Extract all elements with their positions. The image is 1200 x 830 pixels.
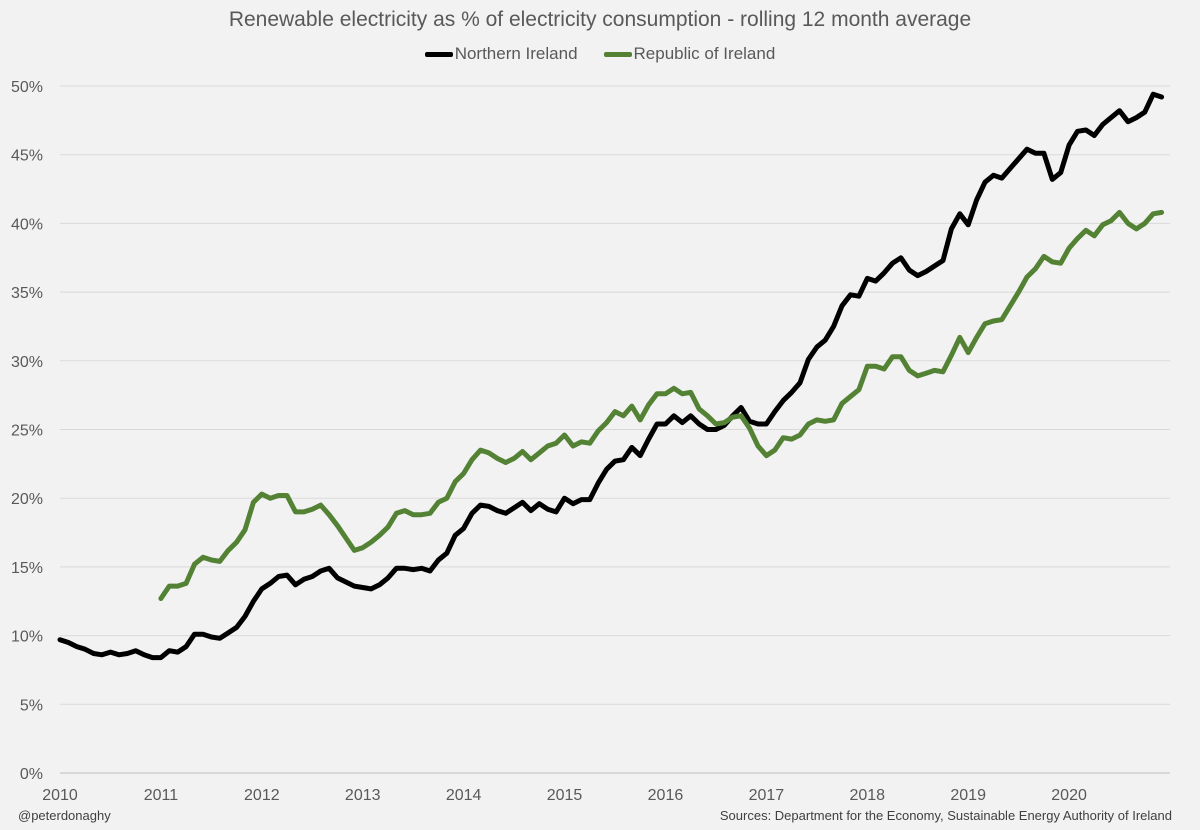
y-tick-label: 5%: [20, 697, 43, 714]
y-tick-label: 40%: [11, 216, 43, 233]
chart-title: Renewable electricity as % of electricit…: [228, 8, 972, 31]
series-line-republic-of-ireland[interactable]: [158, 209, 1165, 601]
x-tick-label: 2014: [446, 787, 482, 804]
author-credit: @peterdonaghy: [18, 808, 111, 823]
y-tick-label: 15%: [11, 560, 43, 577]
x-tick-label: 2013: [345, 787, 381, 804]
x-tick-label: 2020: [1051, 787, 1087, 804]
legend-entry-republic-of-ireland[interactable]: Republic of Ireland: [603, 44, 776, 64]
y-axis-tick-labels: 0% 5% 10% 15% 20% 25% 30% 35% 40% 45% 50%: [11, 79, 43, 783]
y-tick-label: 50%: [11, 79, 43, 96]
y-tick-label: 30%: [11, 354, 43, 371]
y-tick-label: 0%: [20, 766, 43, 783]
x-tick-label: 2015: [547, 787, 583, 804]
legend-swatch-northern-ireland: [424, 51, 453, 57]
legend-label-republic-of-ireland: Republic of Ireland: [633, 44, 776, 63]
gridlines: [60, 85, 1170, 774]
series-lines: [57, 91, 1165, 661]
x-tick-label: 2018: [849, 787, 885, 804]
y-tick-label: 35%: [11, 285, 43, 302]
legend-label-northern-ireland: Northern Ireland: [454, 44, 578, 63]
x-axis-tick-labels: 2010 2011 2012 2013 2014 2015 2016 2017 2018 2019…: [42, 787, 1087, 804]
y-tick-label: 45%: [11, 148, 43, 165]
sources-note: Sources: Department for the Economy, Sus…: [719, 808, 1172, 823]
x-tick-label: 2017: [749, 787, 785, 804]
y-tick-label: 10%: [11, 629, 43, 646]
legend: Northern Ireland Republic of Ireland: [0, 44, 1200, 64]
y-tick-label: 25%: [11, 423, 43, 440]
y-tick-label: 20%: [11, 491, 43, 508]
x-tick-label: 2012: [244, 787, 280, 804]
series-line-northern-ireland[interactable]: [57, 91, 1165, 661]
legend-swatch-republic-of-ireland: [603, 51, 632, 57]
x-tick-label: 2019: [950, 787, 986, 804]
x-tick-label: 2010: [42, 787, 78, 804]
legend-entry-northern-ireland[interactable]: Northern Ireland: [424, 44, 578, 64]
x-tick-label: 2011: [144, 787, 179, 804]
x-tick-label: 2016: [648, 787, 684, 804]
